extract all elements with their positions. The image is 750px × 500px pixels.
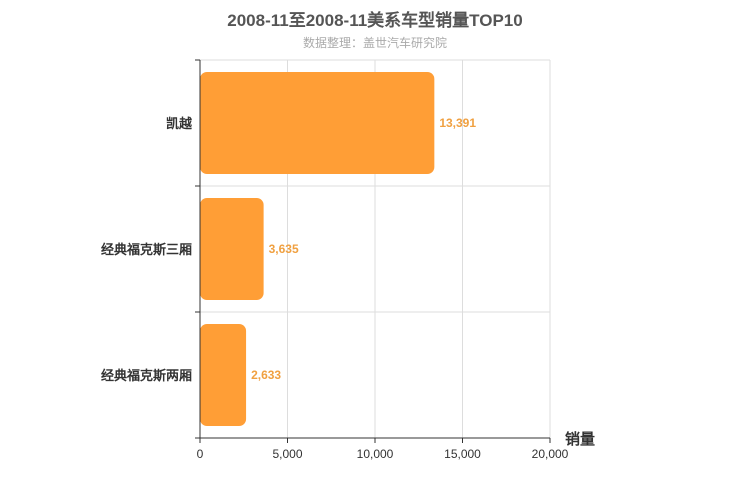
x-axis-label: 销量 (565, 430, 595, 448)
bar (200, 72, 435, 174)
x-tick-label: 20,000 (532, 447, 569, 461)
category-label: 经典福克斯三厢 (101, 242, 192, 257)
x-tick-label: 15,000 (444, 447, 481, 461)
bar (200, 198, 264, 300)
x-tick-label: 5,000 (272, 447, 302, 461)
category-label: 凯越 (166, 116, 193, 131)
data-label: 2,633 (251, 368, 281, 382)
data-label: 13,391 (439, 116, 476, 130)
category-label: 经典福克斯两厢 (101, 368, 192, 383)
bar (200, 324, 247, 426)
x-tick-label: 0 (197, 447, 204, 461)
chart-subtitle: 数据整理：盖世汽车研究院 (302, 36, 447, 50)
x-tick-label: 10,000 (357, 447, 394, 461)
chart-title: 2008-11至2008-11美系车型销量TOP10 (227, 11, 523, 30)
data-label: 3,635 (269, 242, 299, 256)
